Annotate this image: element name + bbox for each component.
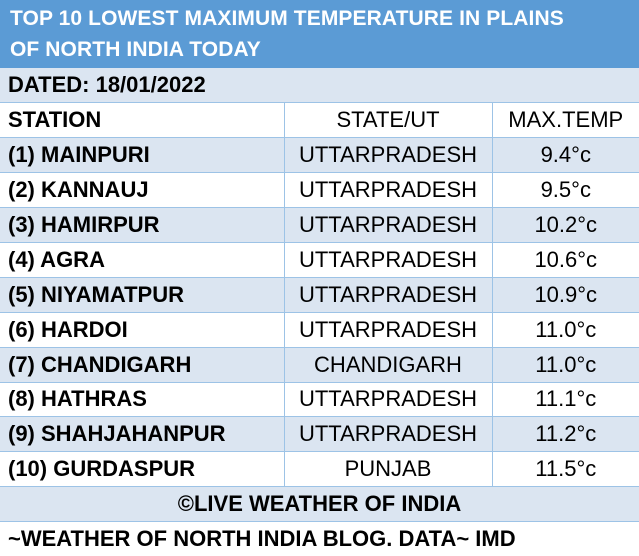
station-cell: (4) AGRA	[0, 242, 285, 278]
station-cell: (1) MAINPURI	[0, 137, 285, 174]
table-row: (1) MAINPURI UTTARPRADESH 9.4°c	[0, 137, 639, 174]
header-max-temp: MAX.TEMP	[492, 102, 639, 139]
table-row: (5) NIYAMATPUR UTTARPRADESH 10.9°c	[0, 277, 639, 313]
temp-cell: 10.6°c	[492, 242, 639, 278]
temp-cell: 11.2°c	[492, 416, 639, 453]
temp-cell: 11.5°c	[492, 451, 639, 488]
temp-cell: 11.1°c	[492, 382, 639, 418]
station-cell: (3) HAMIRPUR	[0, 207, 285, 243]
table-row: (8) HATHRAS UTTARPRADESH 11.1°c	[0, 382, 639, 418]
table-row: (3) HAMIRPUR UTTARPRADESH 10.2°c	[0, 207, 639, 243]
station-cell: (2) KANNAUJ	[0, 172, 285, 209]
station-cell: (9) SHAHJAHANPUR	[0, 416, 285, 453]
station-cell: (10) GURDASPUR	[0, 451, 285, 488]
title-line-2: OF NORTH INDIA TODAY	[10, 38, 261, 61]
temperature-table: DATED: 18/01/2022 STATION STATE/UT MAX.T…	[0, 68, 639, 556]
temp-cell: 10.9°c	[492, 277, 639, 313]
header-state: STATE/UT	[284, 102, 493, 139]
state-cell: PUNJAB	[284, 451, 493, 488]
state-cell: UTTARPRADESH	[284, 172, 493, 209]
temp-cell: 11.0°c	[492, 312, 639, 348]
state-cell: UTTARPRADESH	[284, 137, 493, 174]
table-row: (9) SHAHJAHANPUR UTTARPRADESH 11.2°c	[0, 416, 639, 453]
title-line-1: TOP 10 LOWEST MAXIMUM TEMPERATURE IN PLA…	[10, 7, 564, 30]
dated-label: DATED: 18/01/2022	[0, 68, 639, 104]
station-cell: (7) CHANDIGARH	[0, 347, 285, 383]
title-banner: TOP 10 LOWEST MAXIMUM TEMPERATURE IN PLA…	[0, 0, 639, 68]
table-row: (7) CHANDIGARH CHANDIGARH 11.0°c	[0, 347, 639, 383]
state-cell: UTTARPRADESH	[284, 382, 493, 418]
temp-cell: 11.0°c	[492, 347, 639, 383]
header-station: STATION	[0, 102, 285, 139]
table-row: (6) HARDOI UTTARPRADESH 11.0°c	[0, 312, 639, 348]
station-cell: (5) NIYAMATPUR	[0, 277, 285, 313]
credit-label: ©LIVE WEATHER OF INDIA	[0, 486, 639, 523]
table-row: (4) AGRA UTTARPRADESH 10.6°c	[0, 242, 639, 278]
state-cell: UTTARPRADESH	[284, 242, 493, 278]
state-cell: UTTARPRADESH	[284, 416, 493, 453]
footer-label: ~WEATHER OF NORTH INDIA BLOG. DATA~ IMD	[0, 521, 639, 556]
table-row: (2) KANNAUJ UTTARPRADESH 9.5°c	[0, 172, 639, 209]
state-cell: UTTARPRADESH	[284, 207, 493, 243]
state-cell: UTTARPRADESH	[284, 312, 493, 348]
table-row: (10) GURDASPUR PUNJAB 11.5°c	[0, 451, 639, 488]
temp-cell: 9.5°c	[492, 172, 639, 209]
station-cell: (6) HARDOI	[0, 312, 285, 348]
temp-cell: 9.4°c	[492, 137, 639, 174]
header-row: STATION STATE/UT MAX.TEMP	[0, 102, 639, 139]
temp-cell: 10.2°c	[492, 207, 639, 243]
state-cell: CHANDIGARH	[284, 347, 493, 383]
state-cell: UTTARPRADESH	[284, 277, 493, 313]
station-cell: (8) HATHRAS	[0, 382, 285, 418]
